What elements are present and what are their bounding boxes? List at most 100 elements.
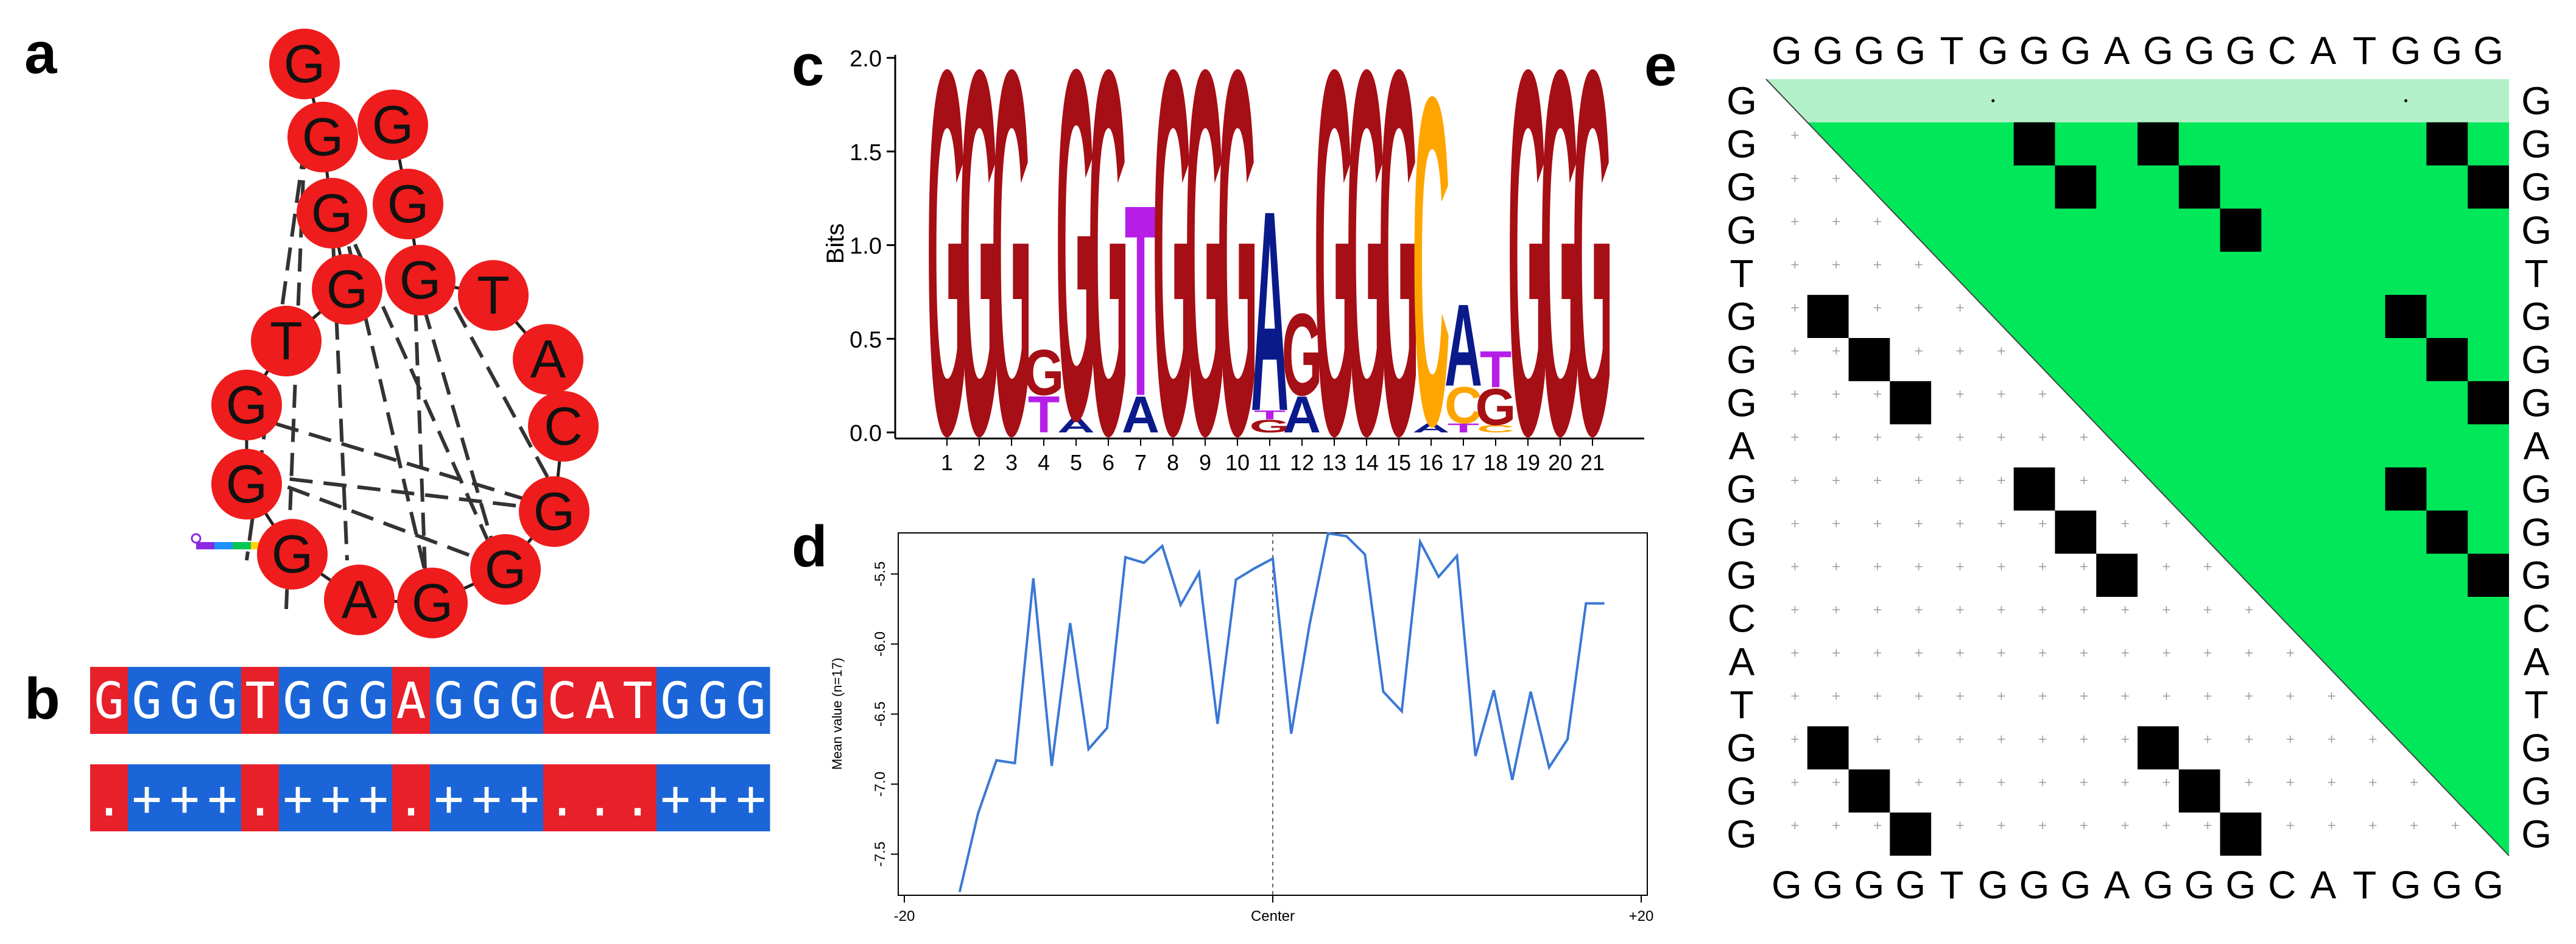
match-block	[2426, 122, 2468, 166]
grid-cross	[1791, 692, 1799, 700]
pairing-cell: +	[203, 764, 242, 831]
grid-cross	[2204, 735, 2212, 743]
grid-cross	[1956, 304, 1964, 312]
left-sequence-letter: G	[1726, 337, 1757, 381]
top-sequence-letter: T	[2353, 29, 2376, 72]
right-sequence-letter: G	[2521, 726, 2552, 770]
logo-x-tick-label: 13	[1322, 450, 1346, 475]
grid-cross	[1832, 390, 1840, 398]
grid-cross	[1915, 261, 1923, 269]
line-x-tick-label: Center	[1251, 908, 1295, 925]
bottom-sequence-letter: G	[1854, 863, 1885, 907]
nucleotide-node: G	[357, 90, 428, 160]
logo-stack: AG	[1056, 0, 1097, 524]
svg-text:.: .	[94, 770, 124, 828]
top-sequence-letter: G	[2473, 29, 2504, 72]
nucleotide-node: G	[297, 178, 367, 248]
top-sequence-letter: G	[1854, 29, 1885, 72]
grid-cross	[2369, 822, 2377, 830]
sequence-cell: G	[279, 667, 317, 734]
svg-text:G: G	[660, 672, 690, 730]
nucleotide-node: G	[211, 370, 282, 440]
grid-cross	[1997, 520, 2005, 527]
svg-text:A: A	[396, 672, 426, 730]
svg-text:+: +	[169, 770, 199, 828]
grid-cross	[1997, 476, 2005, 484]
pairing-cell: +	[505, 764, 544, 831]
logo-letter: G	[1153, 0, 1194, 543]
top-sequence-letter: G	[1772, 29, 1802, 72]
line-y-axis-label: Mean value (n=17)	[829, 658, 845, 770]
grid-cross	[2080, 606, 2088, 614]
grid-cross	[1791, 563, 1799, 571]
svg-text:T: T	[622, 672, 652, 730]
top-sequence-letter: T	[1940, 29, 1963, 72]
logo-letter: C	[1412, 0, 1450, 523]
grid-cross	[1791, 476, 1799, 484]
logo-x-tick-label: 6	[1102, 450, 1114, 475]
bottom-sequence-letter: G	[1813, 863, 1843, 907]
sequence-cell: G	[166, 667, 204, 734]
left-sequence-letter: G	[1726, 769, 1757, 813]
grid-cross	[2451, 822, 2459, 830]
grid-cross	[2410, 822, 2418, 830]
top-sequence-letter: G	[2019, 29, 2050, 72]
left-sequence-letter: A	[1729, 639, 1755, 683]
grid-cross	[2121, 778, 2129, 786]
grid-cross	[2080, 822, 2088, 830]
nucleotide-node: T	[251, 306, 322, 376]
grid-cross	[1997, 778, 2005, 786]
grid-cross	[1997, 433, 2005, 441]
match-block	[1890, 812, 1932, 856]
svg-text:.: .	[547, 770, 577, 828]
left-sequence-letter: A	[1729, 424, 1755, 468]
logo-y-tick-label: 0.0	[850, 421, 882, 446]
grid-cross	[2286, 778, 2294, 786]
top-sequence-letter: G	[1978, 29, 2008, 72]
line-y-tick-label: -6.0	[872, 632, 889, 657]
grid-cross	[2080, 735, 2088, 743]
logo-stack: G	[1314, 0, 1355, 543]
logo-letter: G	[1572, 0, 1613, 543]
grid-cross	[1956, 692, 1964, 700]
logo-letter: T	[1254, 407, 1286, 422]
grid-cross	[2204, 649, 2212, 657]
pairing-cell: +	[468, 764, 506, 831]
left-sequence-letter: G	[1726, 295, 1757, 339]
match-block	[2138, 726, 2179, 770]
grid-cross	[2163, 563, 2170, 571]
grid-cross	[1956, 649, 1964, 657]
logo-letter: A	[1445, 280, 1482, 411]
left-sequence-letter: G	[1726, 79, 1757, 122]
line-y-tick-label: -6.5	[872, 702, 889, 727]
svg-text:.: .	[245, 770, 275, 828]
grid-cross	[2286, 735, 2294, 743]
svg-text:G: G	[509, 672, 539, 730]
svg-text:C: C	[547, 672, 577, 730]
nucleotide-letter: G	[372, 94, 413, 155]
grid-cross	[1874, 563, 1881, 571]
logo-y-tick-label: 2.0	[850, 46, 882, 72]
pairing-cell: +	[279, 764, 317, 831]
pairing-cell: +	[732, 764, 770, 831]
nucleotide-letter: G	[226, 454, 267, 514]
logo-letter: G	[1379, 0, 1420, 543]
logo-letter: A	[1122, 386, 1160, 444]
bottom-sequence-letter: T	[1940, 863, 1963, 907]
mean-value-series	[958, 532, 1605, 893]
sequence-cell: A	[392, 667, 431, 734]
logo-stack: G	[1153, 0, 1194, 543]
logo-stack: G	[959, 0, 1000, 543]
match-block	[2013, 467, 2055, 511]
nucleotide-node: T	[458, 260, 529, 331]
svg-text:G: G	[94, 672, 124, 730]
grid-cross	[2121, 606, 2129, 614]
left-sequence-letter: G	[1726, 726, 1757, 770]
grid-cross	[2039, 735, 2047, 743]
dot-plot-blocks	[1807, 99, 2509, 856]
line-y-tick-label: -7.5	[872, 842, 889, 867]
grid-cross	[1915, 606, 1923, 614]
grid-cross	[1874, 520, 1881, 527]
line-x-tick-label: -20	[894, 908, 915, 925]
left-sequence-letter: G	[1726, 812, 1757, 856]
